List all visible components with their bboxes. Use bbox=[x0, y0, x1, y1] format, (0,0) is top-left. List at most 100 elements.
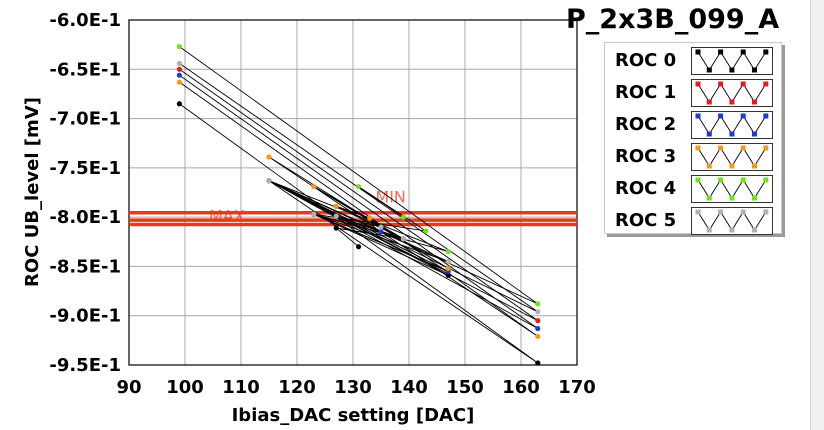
legend-label: ROC 1 bbox=[615, 82, 677, 103]
legend-swatch bbox=[691, 111, 773, 139]
data-point bbox=[400, 214, 406, 220]
legend-swatch-marker bbox=[752, 67, 757, 73]
legend-swatch-marker bbox=[740, 113, 746, 119]
legend-swatch-marker bbox=[706, 163, 712, 169]
legend-swatch-marker bbox=[740, 81, 746, 87]
data-point bbox=[176, 72, 182, 78]
legend-swatch-marker bbox=[729, 227, 735, 233]
legend-item: ROC 4 bbox=[605, 174, 781, 203]
x-tick-labels: 90 100 110 120 130 140 150 160 170 bbox=[116, 377, 595, 398]
series-line bbox=[179, 68, 539, 321]
series-line bbox=[179, 46, 539, 305]
legend-swatch-marker bbox=[718, 81, 724, 87]
legend-swatch-marker bbox=[706, 227, 712, 233]
data-point bbox=[445, 249, 451, 255]
legend-swatch-marker bbox=[695, 177, 701, 183]
data-point bbox=[378, 229, 384, 235]
data-point bbox=[356, 183, 362, 190]
legend-swatch-marker bbox=[763, 177, 769, 183]
data-point bbox=[176, 66, 182, 72]
legend-swatch-marker bbox=[695, 81, 701, 87]
x-tick-label: 100 bbox=[166, 377, 204, 398]
legend-swatch-marker bbox=[752, 163, 757, 169]
series-line bbox=[179, 74, 539, 329]
legend-item: ROC 3 bbox=[605, 142, 781, 171]
series-line bbox=[179, 63, 539, 313]
legend-swatch-line bbox=[697, 147, 767, 167]
x-tick-label: 90 bbox=[116, 377, 141, 398]
data-point bbox=[445, 265, 451, 271]
y-tick-label: -9.5E-1 bbox=[49, 355, 121, 376]
legend-swatch-marker bbox=[763, 209, 769, 215]
legend-swatch-marker bbox=[763, 113, 769, 119]
data-point bbox=[356, 244, 362, 250]
legend-swatch-marker bbox=[695, 145, 701, 151]
y-tick-label: -7.5E-1 bbox=[49, 158, 121, 179]
legend-swatch-marker bbox=[752, 195, 757, 201]
window-edge bbox=[810, 0, 824, 430]
legend: ROC 0 ROC 1 ROC 2 ROC 3 ROC 4 ROC 5 bbox=[604, 42, 782, 235]
data-point bbox=[266, 178, 272, 184]
x-tick-label: 160 bbox=[502, 377, 540, 398]
data-point bbox=[535, 325, 541, 332]
legend-label: ROC 3 bbox=[615, 146, 677, 167]
legend-swatch-marker bbox=[695, 113, 701, 119]
legend-swatch-line bbox=[697, 83, 767, 103]
legend-swatch-marker bbox=[718, 49, 724, 55]
legend-swatch-marker bbox=[763, 81, 769, 87]
legend-label: ROC 0 bbox=[615, 50, 677, 71]
legend-swatch bbox=[691, 79, 773, 107]
x-tick-label: 120 bbox=[278, 377, 316, 398]
series-points bbox=[176, 44, 541, 366]
legend-swatch-marker bbox=[695, 49, 701, 55]
x-tick-label: 170 bbox=[558, 377, 596, 398]
legend-swatch bbox=[691, 175, 773, 203]
data-point bbox=[176, 60, 182, 66]
series-line bbox=[179, 103, 539, 364]
y-tick-label: -8.5E-1 bbox=[49, 256, 121, 277]
legend-swatch-marker bbox=[706, 195, 712, 201]
x-tick-label: 130 bbox=[334, 377, 372, 398]
y-tick-label: -6.0E-1 bbox=[49, 10, 121, 31]
y-tick-labels: -6.0E-1 -6.5E-1 -7.0E-1 -7.5E-1 -8.0E-1 -8.5E… bbox=[49, 10, 121, 376]
legend-swatch-marker bbox=[695, 209, 701, 215]
legend-swatch-line bbox=[697, 115, 767, 135]
legend-swatch-marker bbox=[706, 99, 712, 105]
legend-swatch-line bbox=[697, 211, 767, 231]
data-point bbox=[535, 333, 541, 340]
data-point bbox=[176, 101, 182, 107]
y-tick-label: -6.5E-1 bbox=[49, 59, 121, 80]
legend-label: ROC 2 bbox=[615, 114, 677, 135]
data-point bbox=[445, 272, 451, 278]
legend-swatch-marker bbox=[763, 49, 769, 55]
legend-swatch bbox=[691, 47, 773, 75]
x-tick-label: 140 bbox=[390, 377, 428, 398]
data-point bbox=[176, 79, 182, 85]
x-tick-label: 150 bbox=[446, 377, 484, 398]
legend-swatch-marker bbox=[718, 145, 724, 151]
plot-frame bbox=[128, 19, 578, 366]
legend-swatch-line bbox=[697, 179, 767, 199]
legend-swatch-marker bbox=[729, 163, 735, 169]
threshold-label: MAX bbox=[209, 207, 245, 226]
y-tick-label: -8.0E-1 bbox=[49, 207, 121, 228]
legend-swatch bbox=[691, 207, 773, 235]
y-tick-label: -9.0E-1 bbox=[49, 306, 121, 327]
data-point bbox=[423, 228, 429, 234]
data-point bbox=[333, 203, 339, 209]
data-point bbox=[445, 258, 451, 265]
legend-swatch-marker bbox=[740, 49, 746, 55]
y-tick-label: -7.0E-1 bbox=[49, 109, 121, 130]
legend-swatch-marker bbox=[740, 177, 746, 183]
data-point bbox=[333, 225, 339, 231]
legend-swatch-marker bbox=[718, 177, 724, 183]
data-point bbox=[378, 224, 384, 230]
legend-item: ROC 0 bbox=[605, 46, 781, 75]
legend-swatch-marker bbox=[706, 67, 712, 73]
legend-swatch-marker bbox=[729, 99, 735, 105]
legend-swatch-marker bbox=[752, 131, 757, 137]
legend-item: ROC 5 bbox=[605, 206, 781, 235]
data-point bbox=[535, 309, 541, 315]
x-axis-label: Ibias_DAC setting [DAC] bbox=[232, 405, 475, 426]
